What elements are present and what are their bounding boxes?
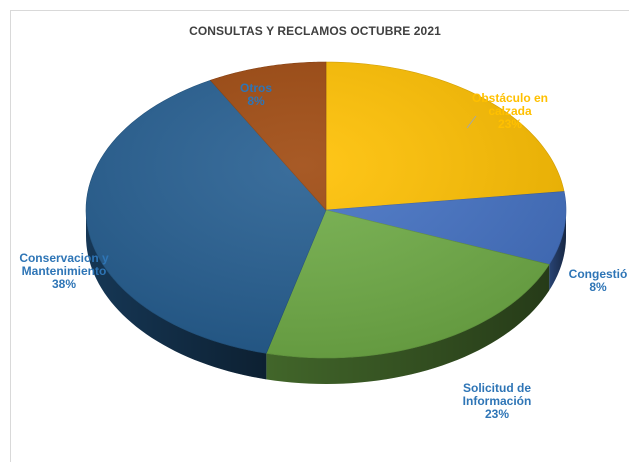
slice-percent: 8% bbox=[247, 94, 265, 108]
chart-title: CONSULTAS Y RECLAMOS OCTUBRE 2021 bbox=[189, 24, 441, 38]
slice-percent: 8% bbox=[589, 280, 607, 294]
pie-side-shade-2 bbox=[266, 264, 550, 384]
slice-name-line: Conservacion y bbox=[19, 251, 109, 265]
pie-tops bbox=[85, 61, 567, 359]
slice-name-line: Otros bbox=[240, 81, 272, 95]
slice-name-line: Mantenimiento bbox=[22, 264, 107, 278]
pie-sides bbox=[86, 210, 566, 384]
slice-percent: 38% bbox=[52, 277, 76, 291]
slice-label-4: Otros 8% bbox=[240, 81, 272, 108]
slice-label-1: Congestió 8% bbox=[569, 267, 628, 294]
slice-label-3: Conservacion y Mantenimiento 38% bbox=[19, 251, 109, 291]
slice-percent: 23% bbox=[485, 407, 509, 421]
slice-percent: 23% bbox=[498, 117, 522, 131]
slice-label-2: Solicitud de Información 23% bbox=[463, 381, 532, 421]
pie-side-shade-1 bbox=[549, 210, 566, 291]
pie-side-shade-3 bbox=[86, 210, 267, 380]
slice-name-line: calzada bbox=[488, 104, 532, 118]
slice-name-line: Congestió bbox=[569, 267, 628, 281]
slice-name-line: Solicitud de bbox=[463, 381, 531, 395]
slice-label-0: Obstáculo en calzada 23% bbox=[472, 91, 548, 131]
pie-labels: Obstáculo en calzada 23%Congestió 8%Solicit… bbox=[19, 81, 627, 421]
pie-gloss bbox=[86, 62, 566, 358]
slice-name-line: Información bbox=[463, 394, 532, 408]
slice-name-line: Obstáculo en bbox=[472, 91, 548, 105]
label-leader-line bbox=[466, 115, 477, 129]
